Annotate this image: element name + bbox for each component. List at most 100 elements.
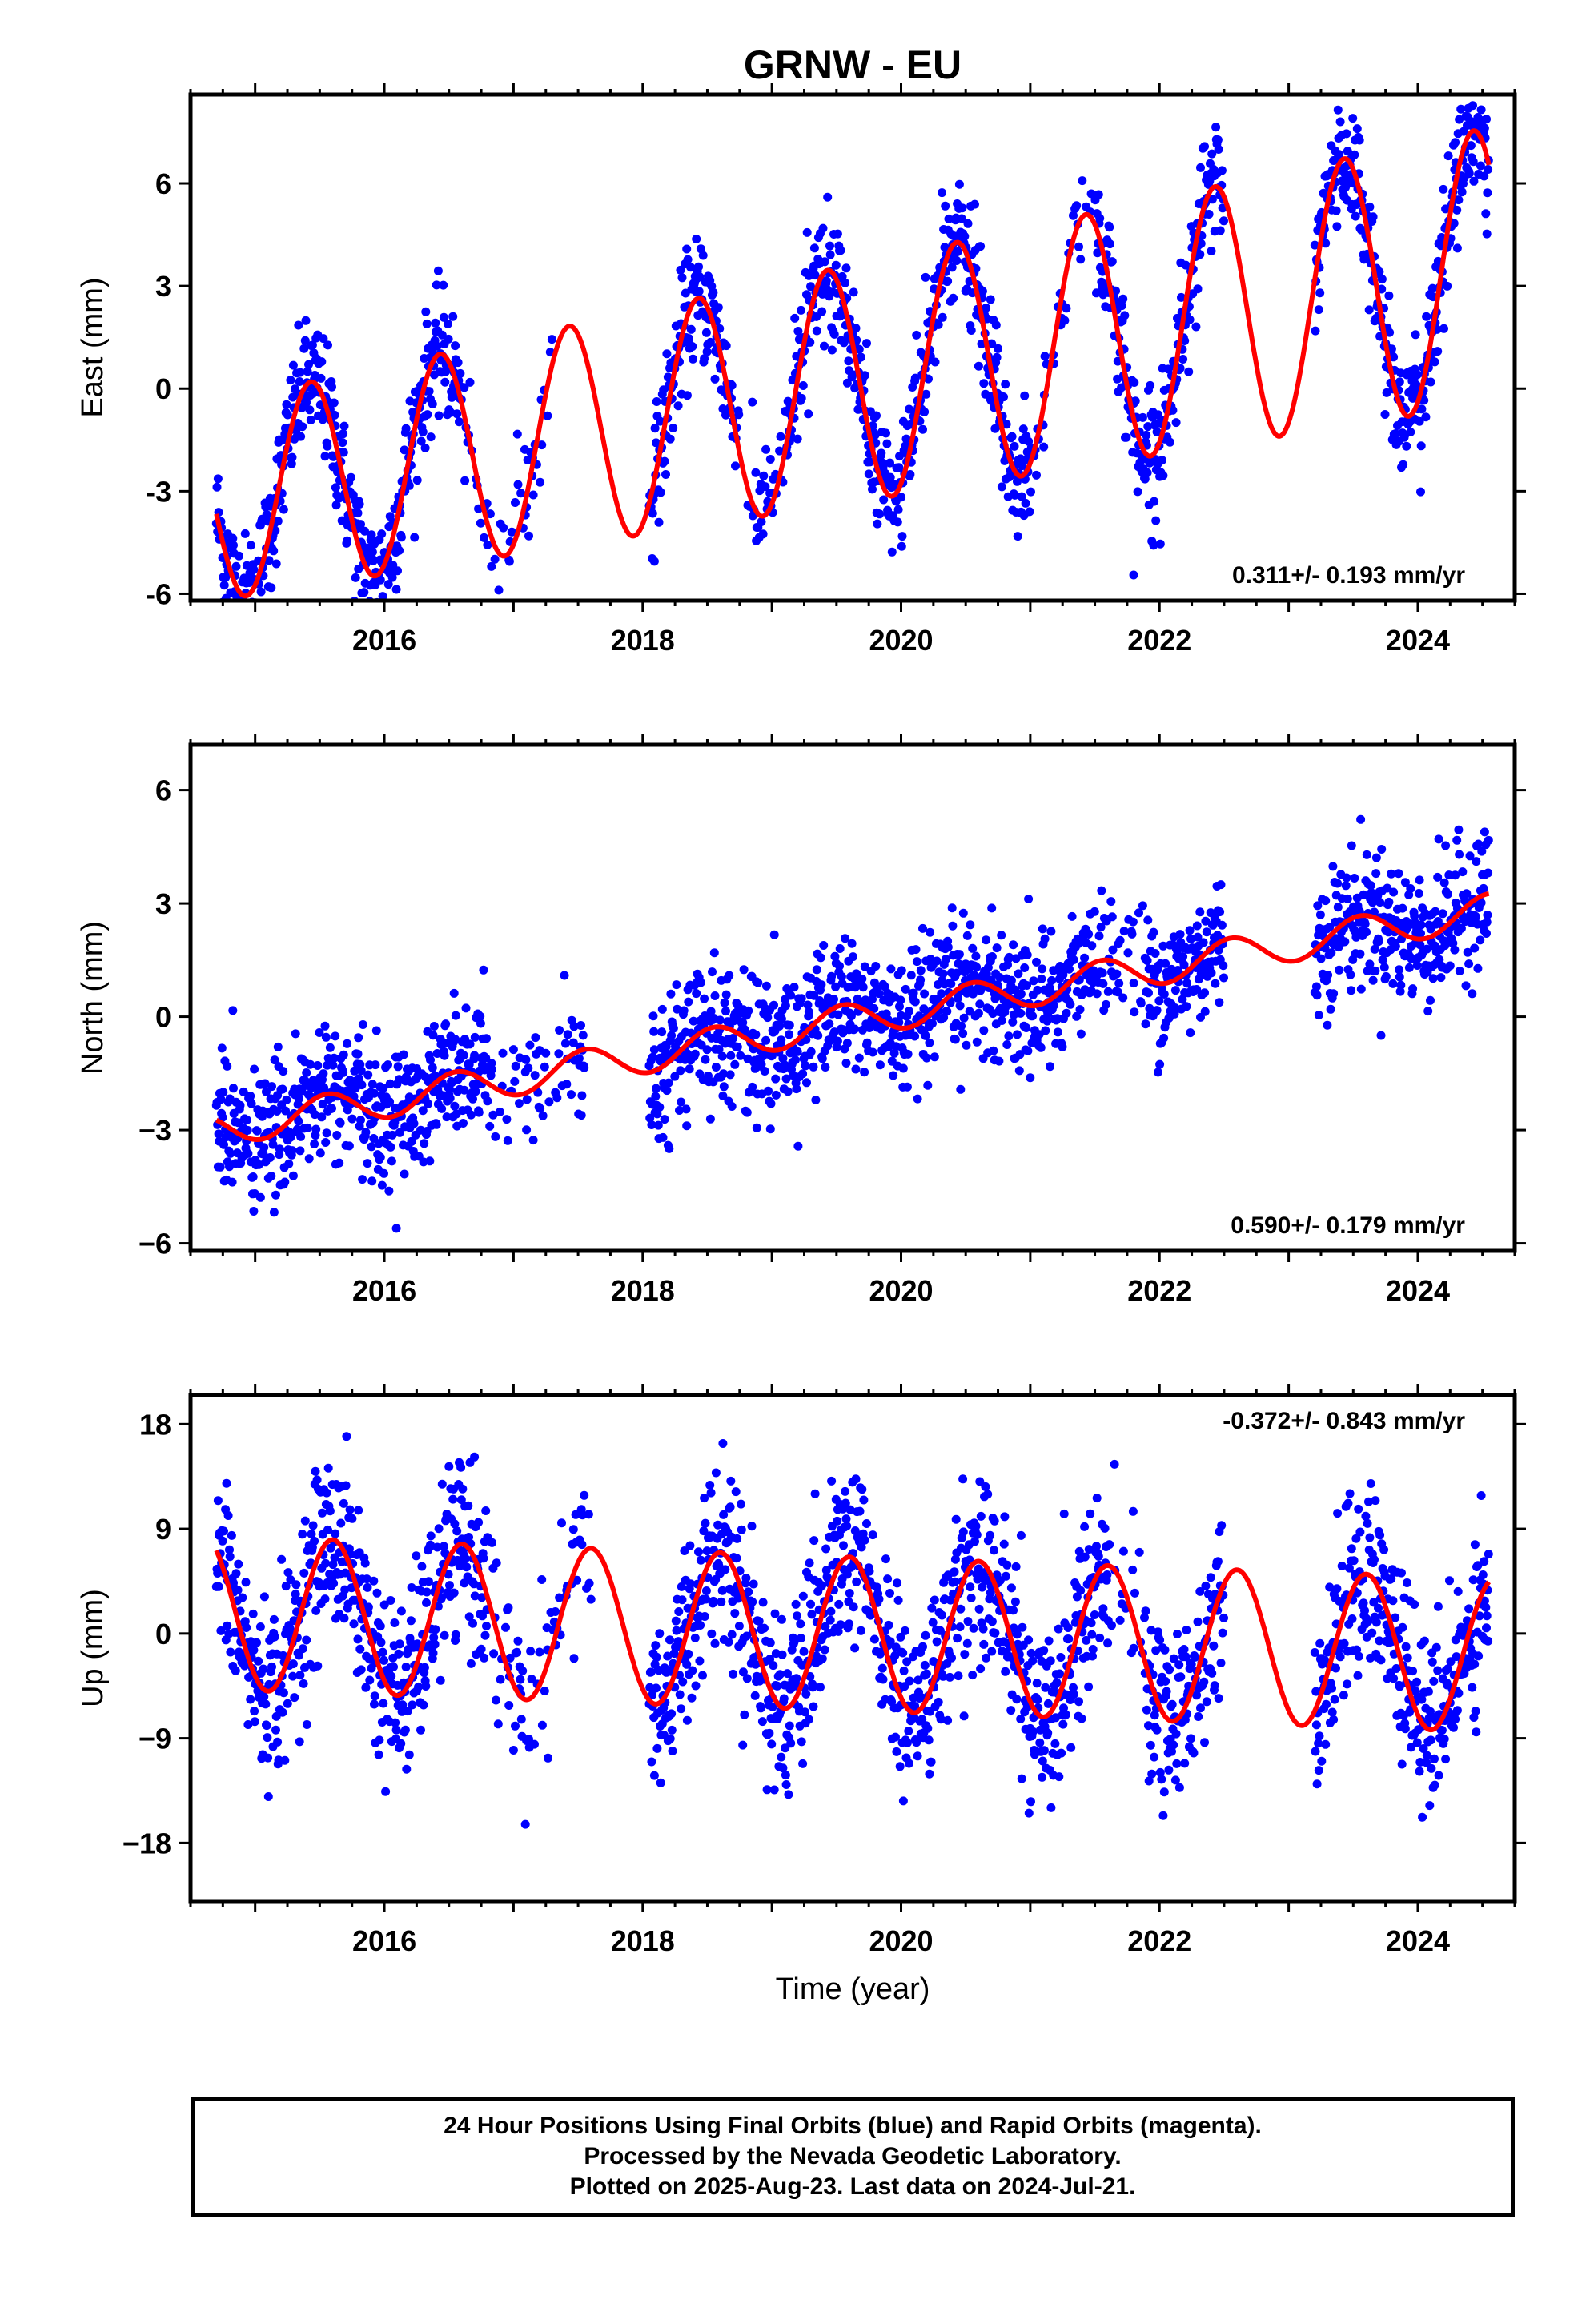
east-data-point <box>1010 490 1020 500</box>
up-data-point <box>263 1792 273 1801</box>
north-data-point <box>946 979 956 988</box>
east-data-point <box>734 410 744 420</box>
north-data-point <box>909 988 918 998</box>
north-data-point <box>894 1018 904 1027</box>
north-data-point <box>508 1045 518 1055</box>
north-data-point <box>476 1019 485 1028</box>
up-data-point <box>474 1518 484 1527</box>
north-data-point <box>675 1106 684 1115</box>
east-data-point <box>650 424 660 433</box>
north-data-point <box>648 1011 658 1021</box>
up-data-point <box>694 1547 703 1557</box>
north-data-point <box>370 1088 379 1098</box>
east-data-point <box>423 410 432 420</box>
north-data-point <box>835 961 844 971</box>
north-data-point <box>1356 984 1366 994</box>
north-data-point <box>1028 1011 1038 1021</box>
east-data-point <box>656 488 665 497</box>
up-data-point <box>966 1582 975 1592</box>
east-data-point <box>1455 115 1464 124</box>
north-data-point <box>1328 862 1338 871</box>
east-data-point <box>825 250 835 259</box>
north-data-point <box>387 1156 396 1166</box>
up-data-point <box>1052 1678 1062 1687</box>
east-data-point <box>1482 229 1492 239</box>
up-data-point <box>890 1651 900 1660</box>
east-data-point <box>1412 370 1422 380</box>
east-data-point <box>1443 281 1452 291</box>
up-data-point <box>682 1715 692 1725</box>
east-data-point <box>1018 424 1028 434</box>
north-data-point <box>719 1069 729 1079</box>
up-data-point <box>841 1498 850 1508</box>
north-data-point <box>215 1162 225 1172</box>
up-data-point <box>398 1700 408 1710</box>
up-data-point <box>709 1596 718 1606</box>
north-data-point <box>229 1084 238 1093</box>
east-data-point <box>412 476 422 485</box>
east-data-point <box>831 260 841 270</box>
east-data-point <box>798 381 808 390</box>
east-data-point <box>790 313 800 323</box>
north-data-point <box>1433 872 1443 882</box>
up-data-point <box>223 1621 232 1630</box>
east-data-point <box>839 338 849 348</box>
north-data-point <box>367 1080 377 1089</box>
north-data-point <box>424 1099 433 1108</box>
east-data-point <box>751 468 761 477</box>
up-data-point <box>701 1586 711 1595</box>
north-data-point <box>1200 988 1209 998</box>
east-data-point <box>897 541 906 551</box>
up-data-point <box>747 1522 757 1531</box>
north-data-point <box>752 1123 761 1132</box>
north-data-point <box>1066 999 1075 1009</box>
up-data-point <box>374 1750 383 1759</box>
north-data-point <box>1477 846 1487 856</box>
east-data-point <box>1333 105 1343 115</box>
up-data-point <box>283 1699 292 1708</box>
up-data-point <box>921 1630 930 1640</box>
north-data-point <box>789 983 799 992</box>
north-data-point <box>1440 941 1450 951</box>
up-data-point <box>271 1725 280 1735</box>
north-data-point <box>568 1038 578 1047</box>
up-data-point <box>932 1637 942 1647</box>
east-data-point <box>1146 380 1155 390</box>
east-data-point <box>1355 135 1364 145</box>
east-data-point <box>1130 378 1139 387</box>
north-data-point <box>783 1087 793 1096</box>
north-data-point <box>1128 917 1138 927</box>
east-data-point <box>1120 311 1130 320</box>
north-data-point <box>363 1070 373 1080</box>
east-data-point <box>212 482 222 492</box>
north-data-point <box>379 1084 388 1092</box>
up-data-point <box>959 1711 969 1721</box>
north-data-point <box>1065 964 1074 974</box>
up-data-point <box>298 1530 307 1539</box>
north-data-point <box>255 1192 265 1202</box>
north-data-point <box>1047 975 1057 985</box>
east-data-point <box>860 371 869 380</box>
up-data-point <box>902 1657 912 1667</box>
up-data-point <box>375 1735 384 1745</box>
up-data-point <box>778 1763 788 1773</box>
up-data-point <box>363 1582 372 1592</box>
north-data-point <box>1396 980 1406 990</box>
up-data-point <box>849 1602 858 1612</box>
up-data-point <box>386 1596 396 1605</box>
north-data-point <box>827 971 837 981</box>
east-data-point <box>1001 380 1010 389</box>
north-data-point <box>310 1110 319 1120</box>
east-data-point <box>1332 222 1342 231</box>
north-data-point <box>1098 968 1107 978</box>
north-data-point <box>1036 1043 1046 1052</box>
east-data-point <box>765 455 775 464</box>
east-data-point <box>1476 105 1486 115</box>
east-data-point <box>1173 313 1182 323</box>
east-data-point <box>295 368 305 377</box>
north-data-point <box>854 1053 864 1063</box>
north-data-point <box>765 1124 775 1134</box>
east-data-point <box>963 219 973 228</box>
up-data-point <box>365 1675 375 1685</box>
north-data-point <box>1406 884 1415 893</box>
